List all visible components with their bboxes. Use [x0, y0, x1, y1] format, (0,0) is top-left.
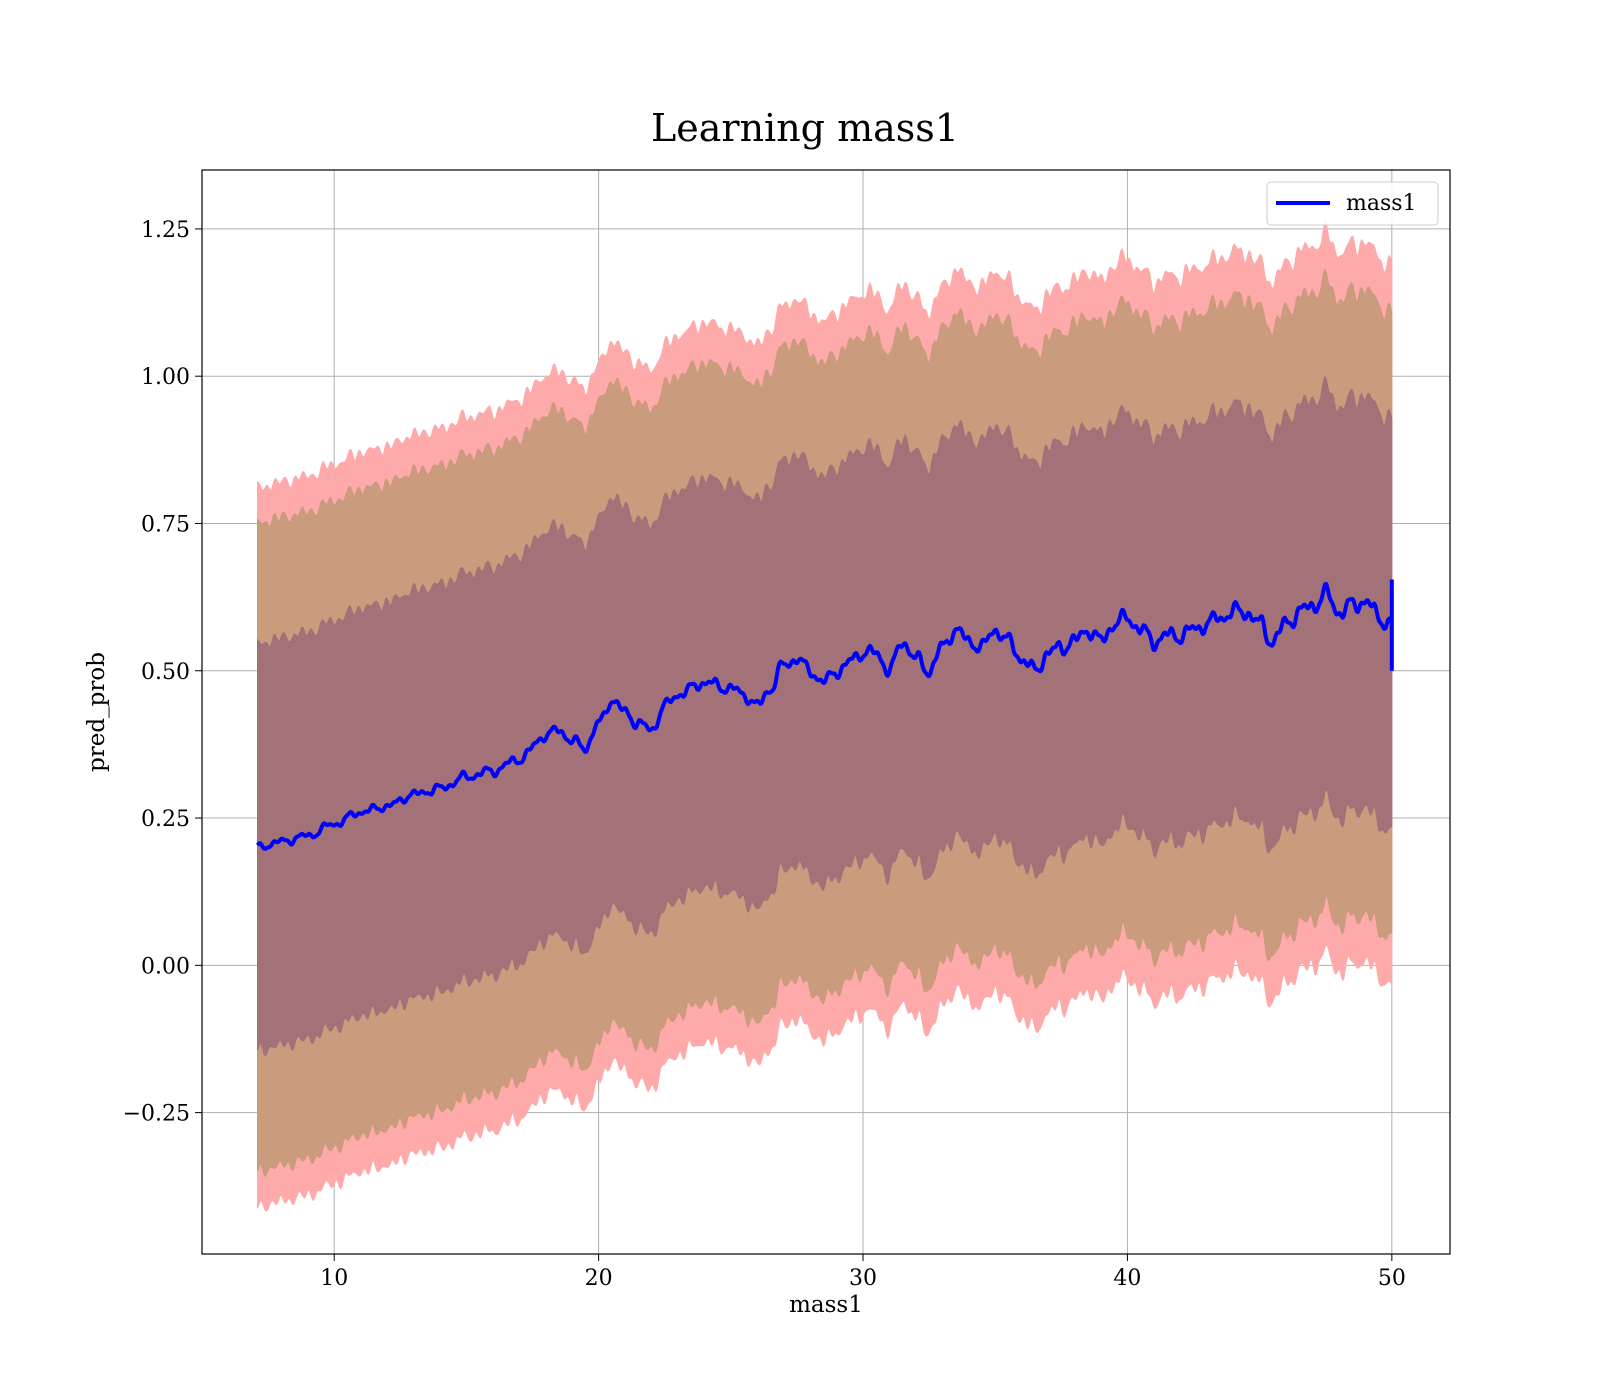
x-tick-label: 30 [849, 1266, 877, 1291]
y-axis-ticks: −0.25 0.00 0.25 0.50 0.75 1.00 1.25 [123, 218, 202, 1127]
series-lines [255, 579, 1394, 851]
legend-label-mass1: mass1 [1346, 191, 1417, 216]
x-axis-label: mass1 [789, 1292, 863, 1318]
y-tick-label: 1.00 [141, 365, 190, 390]
x-tick-label: 20 [585, 1266, 613, 1291]
y-tick-label: 0.75 [141, 512, 190, 537]
y-tick-label: 0.25 [141, 807, 190, 832]
band-inner [257, 375, 1393, 1057]
x-tick-label: 50 [1378, 1266, 1406, 1291]
plot-frame [201, 169, 1451, 1255]
y-tick-label: 0.50 [141, 660, 190, 685]
y-axis-label: pred_prob [84, 652, 110, 772]
x-tick-label: 40 [1113, 1266, 1141, 1291]
series-line-mass1 [255, 582, 1394, 851]
legend-box [1266, 181, 1439, 226]
confidence-bands [257, 220, 1393, 1212]
legend: mass1 [1266, 181, 1439, 226]
chart-title: Learning mass1 [651, 106, 959, 150]
x-axis-ticks: 10 20 30 40 50 [320, 1254, 1406, 1291]
x-tick-label: 10 [320, 1266, 348, 1291]
y-tick-label: −0.25 [123, 1102, 190, 1127]
y-tick-label: 1.25 [141, 218, 190, 243]
y-tick-label: 0.00 [141, 954, 190, 979]
